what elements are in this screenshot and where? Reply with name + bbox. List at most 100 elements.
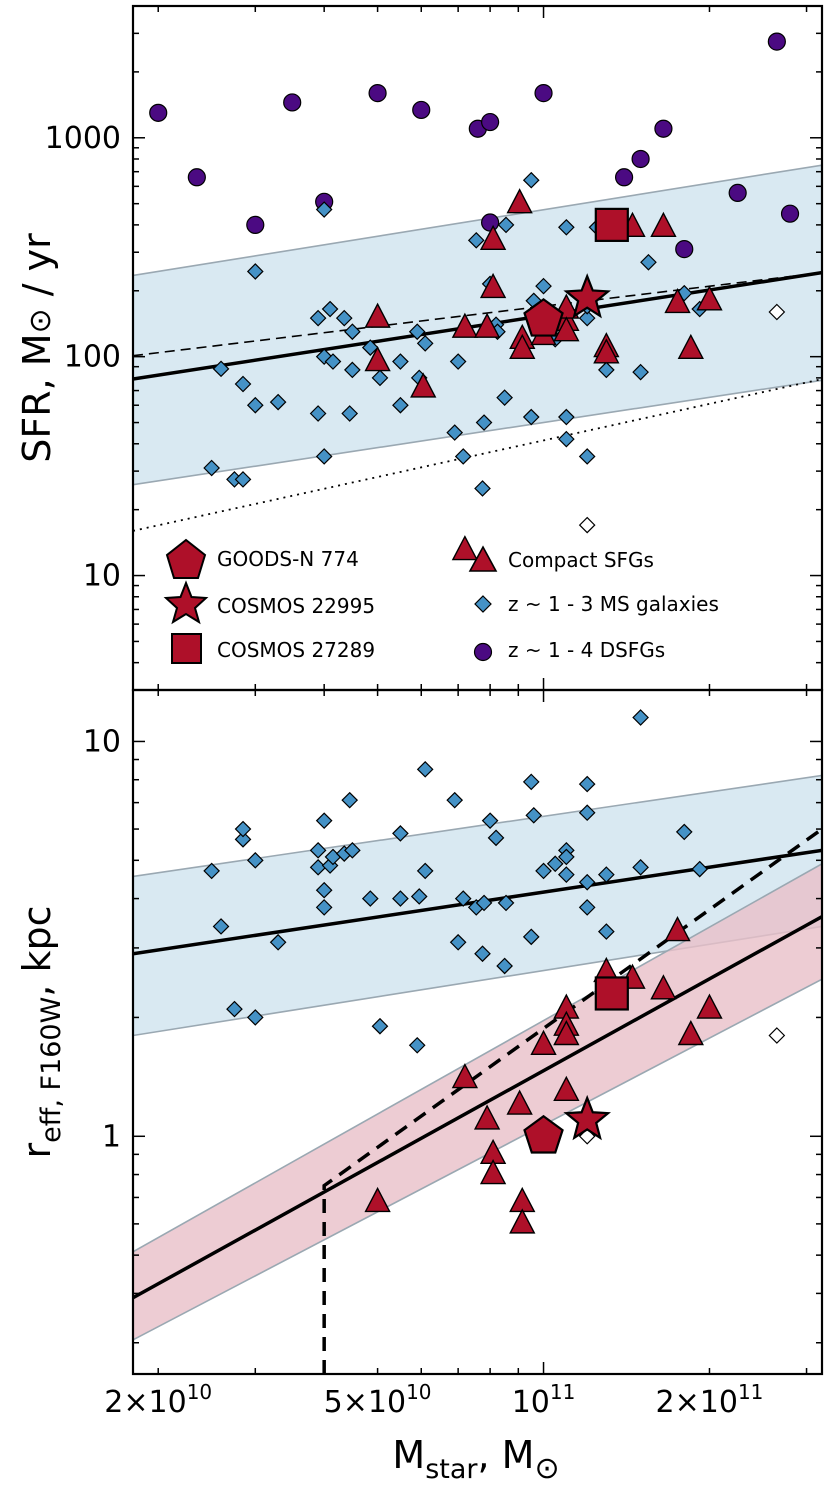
z-1-3-ms-galaxies-point — [344, 323, 361, 341]
compact-sfgs-point — [696, 285, 723, 311]
sun-symbol-icon: ⊙ — [534, 1451, 559, 1486]
z-1-3-ms-galaxies-point — [578, 899, 596, 916]
cosmos-22995-point — [563, 1094, 611, 1141]
compact-sfgs-point — [677, 1019, 704, 1046]
compact-sfgs-point — [650, 211, 677, 237]
z-1-4-dsfgs-point — [675, 240, 694, 259]
z-1-3-ms-galaxies-point — [226, 1000, 243, 1018]
z-1-3-ms-galaxies-point — [546, 855, 564, 873]
z-1-3-ms-galaxies-point — [269, 393, 287, 411]
z-1-3-ms-galaxies-point — [246, 396, 264, 414]
z-1-3-ms-galaxies-point — [234, 375, 252, 393]
z-1-4-dsfgs-point — [481, 112, 500, 132]
z-1-3-ms-galaxies-point — [234, 820, 252, 838]
bottom-y-tick-label: 10 — [83, 724, 121, 759]
compact-sfgs-point — [506, 1089, 533, 1115]
z-1-3-ms-galaxies-point — [522, 408, 540, 426]
compact-sfgs-point — [650, 974, 677, 1000]
z-1-3-ms-galaxies-point — [578, 448, 596, 465]
legend-entry-goods-n-774: GOODS-N 774 — [165, 538, 359, 579]
z-1-3-ms-galaxies-point — [475, 894, 493, 912]
z-1-3-ms-galaxies-point — [481, 812, 499, 830]
z-1-3-ms-galaxies-point — [449, 353, 467, 370]
z-1-3-ms-galaxies-point — [324, 353, 342, 370]
z-1-3-ms-galaxies-point — [309, 841, 327, 859]
compactness-threshold — [322, 827, 822, 1374]
z-1-3-ms-galaxies-point — [497, 894, 515, 912]
z-1-3-ms-galaxies-point — [392, 353, 409, 370]
z-1-3-ms-galaxies-point — [392, 396, 409, 414]
z-1-3-ms-galaxies-point — [640, 253, 657, 271]
z-1-3-ms-galaxies-point — [309, 309, 327, 327]
z-1-3-ms-galaxies-point — [475, 414, 493, 431]
z-1-3-ms-galaxies-point — [522, 171, 540, 189]
z-1-3-ms-galaxies-point — [315, 201, 333, 218]
z-1-3-ms-galaxies-point — [522, 928, 540, 946]
legend-label-dsfgs: z ~ 1 - 4 DSFGs — [508, 638, 665, 662]
compact-sfgs-point — [509, 333, 536, 360]
compact-fit — [133, 915, 822, 1300]
z-1-3-ms-galaxies-point — [446, 424, 464, 441]
z-1-4-dsfgs-point — [246, 215, 265, 234]
compact-sfgs-point — [451, 1063, 479, 1089]
compact-sfgs-point — [664, 287, 691, 314]
z-1-3-ms-galaxies-point — [597, 361, 615, 379]
compact-sfgs-point — [509, 1186, 536, 1213]
legend-circle-marker — [473, 642, 493, 662]
z-1-4-dsfgs-point — [283, 93, 302, 112]
z-1-3-ms-galaxies-point — [578, 804, 596, 822]
z-1-3-ms-galaxies-point — [212, 360, 230, 378]
z-1-3-ms-galaxies-point — [449, 933, 467, 951]
z-1-3-ms-galaxies-point — [578, 309, 596, 327]
z-1-3-ms-galaxies-point — [315, 899, 333, 916]
z-1-3-ms-galaxies-point — [691, 860, 709, 878]
z-1-3-ms-galaxies-point — [203, 862, 220, 880]
bottom-axes-frame — [131, 688, 824, 1376]
z-1-3-ms-galaxies-point — [321, 300, 339, 318]
x-tick-label: 2×1011 — [656, 1380, 764, 1420]
z-1-3-ms-galaxies-point — [341, 405, 359, 422]
z-1-4-dsfgs-point — [534, 84, 553, 103]
z-1-3-ms-galaxies-point — [497, 216, 515, 234]
open-diamonds-point — [578, 516, 596, 534]
x-axis-label: Mstar, M⊙ — [392, 1433, 559, 1486]
z-1-3-ms-galaxies-point — [246, 1009, 264, 1026]
z-1-3-ms-galaxies-point — [344, 361, 361, 379]
z-1-3-ms-galaxies-point — [416, 862, 434, 880]
top-axis-ticks: 10 100 1000 — [45, 5, 822, 691]
z-1-3-ms-galaxies-point — [558, 430, 575, 448]
legend-label-compact-sfgs: Compact SFGs — [508, 548, 654, 572]
compact-sfgs-point — [479, 272, 507, 299]
z-1-4-dsfgs-point — [187, 168, 206, 187]
z-1-3-ms-galaxies-point — [632, 709, 649, 726]
legend-pentagon-marker — [165, 538, 207, 579]
z-1-3-ms-galaxies-point — [203, 459, 220, 477]
legend-triangle-marker — [468, 545, 498, 572]
compact-sfgs-point — [553, 316, 580, 342]
top-panel: 10 100 1000 SFR, M⊙ / yr GOODS-N 774 COSMO… — [15, 4, 824, 692]
cosmos-22995-point — [563, 273, 611, 319]
compact-sfgs-point — [479, 1159, 507, 1185]
z-1-3-ms-galaxies-point — [558, 848, 575, 866]
compact-sfgs-point — [553, 1075, 580, 1102]
legend-entry-cosmos-22995: COSMOS 22995 — [163, 580, 375, 625]
z-1-3-ms-galaxies-point — [487, 829, 505, 847]
top-y-tick-label: 100 — [64, 340, 121, 375]
compact-sfgs-point — [364, 1186, 391, 1213]
z-1-3-ms-galaxies-point — [361, 339, 379, 356]
z-1-4-dsfgs-point — [728, 183, 747, 202]
z-1-3-ms-galaxies-point — [496, 957, 513, 975]
compact-sfgs-point — [410, 372, 437, 398]
z-1-3-ms-galaxies-point — [474, 945, 491, 963]
z-1-3-ms-galaxies-point — [496, 389, 513, 406]
cosmos-27289-point — [594, 976, 629, 1011]
compact-sfgs-point — [364, 302, 391, 328]
compact-sfgs-point — [553, 1019, 580, 1046]
compact-sfgs-point — [696, 993, 723, 1019]
z-1-3-ms-galaxies-point — [675, 823, 693, 841]
z-1-3-ms-galaxies-point — [525, 806, 543, 824]
z-1-3-ms-galaxies-point — [335, 309, 353, 327]
z-1-3-ms-galaxies-point — [234, 831, 252, 848]
bottom-y-axis-label: reff, F160W, kpc — [15, 906, 67, 1159]
